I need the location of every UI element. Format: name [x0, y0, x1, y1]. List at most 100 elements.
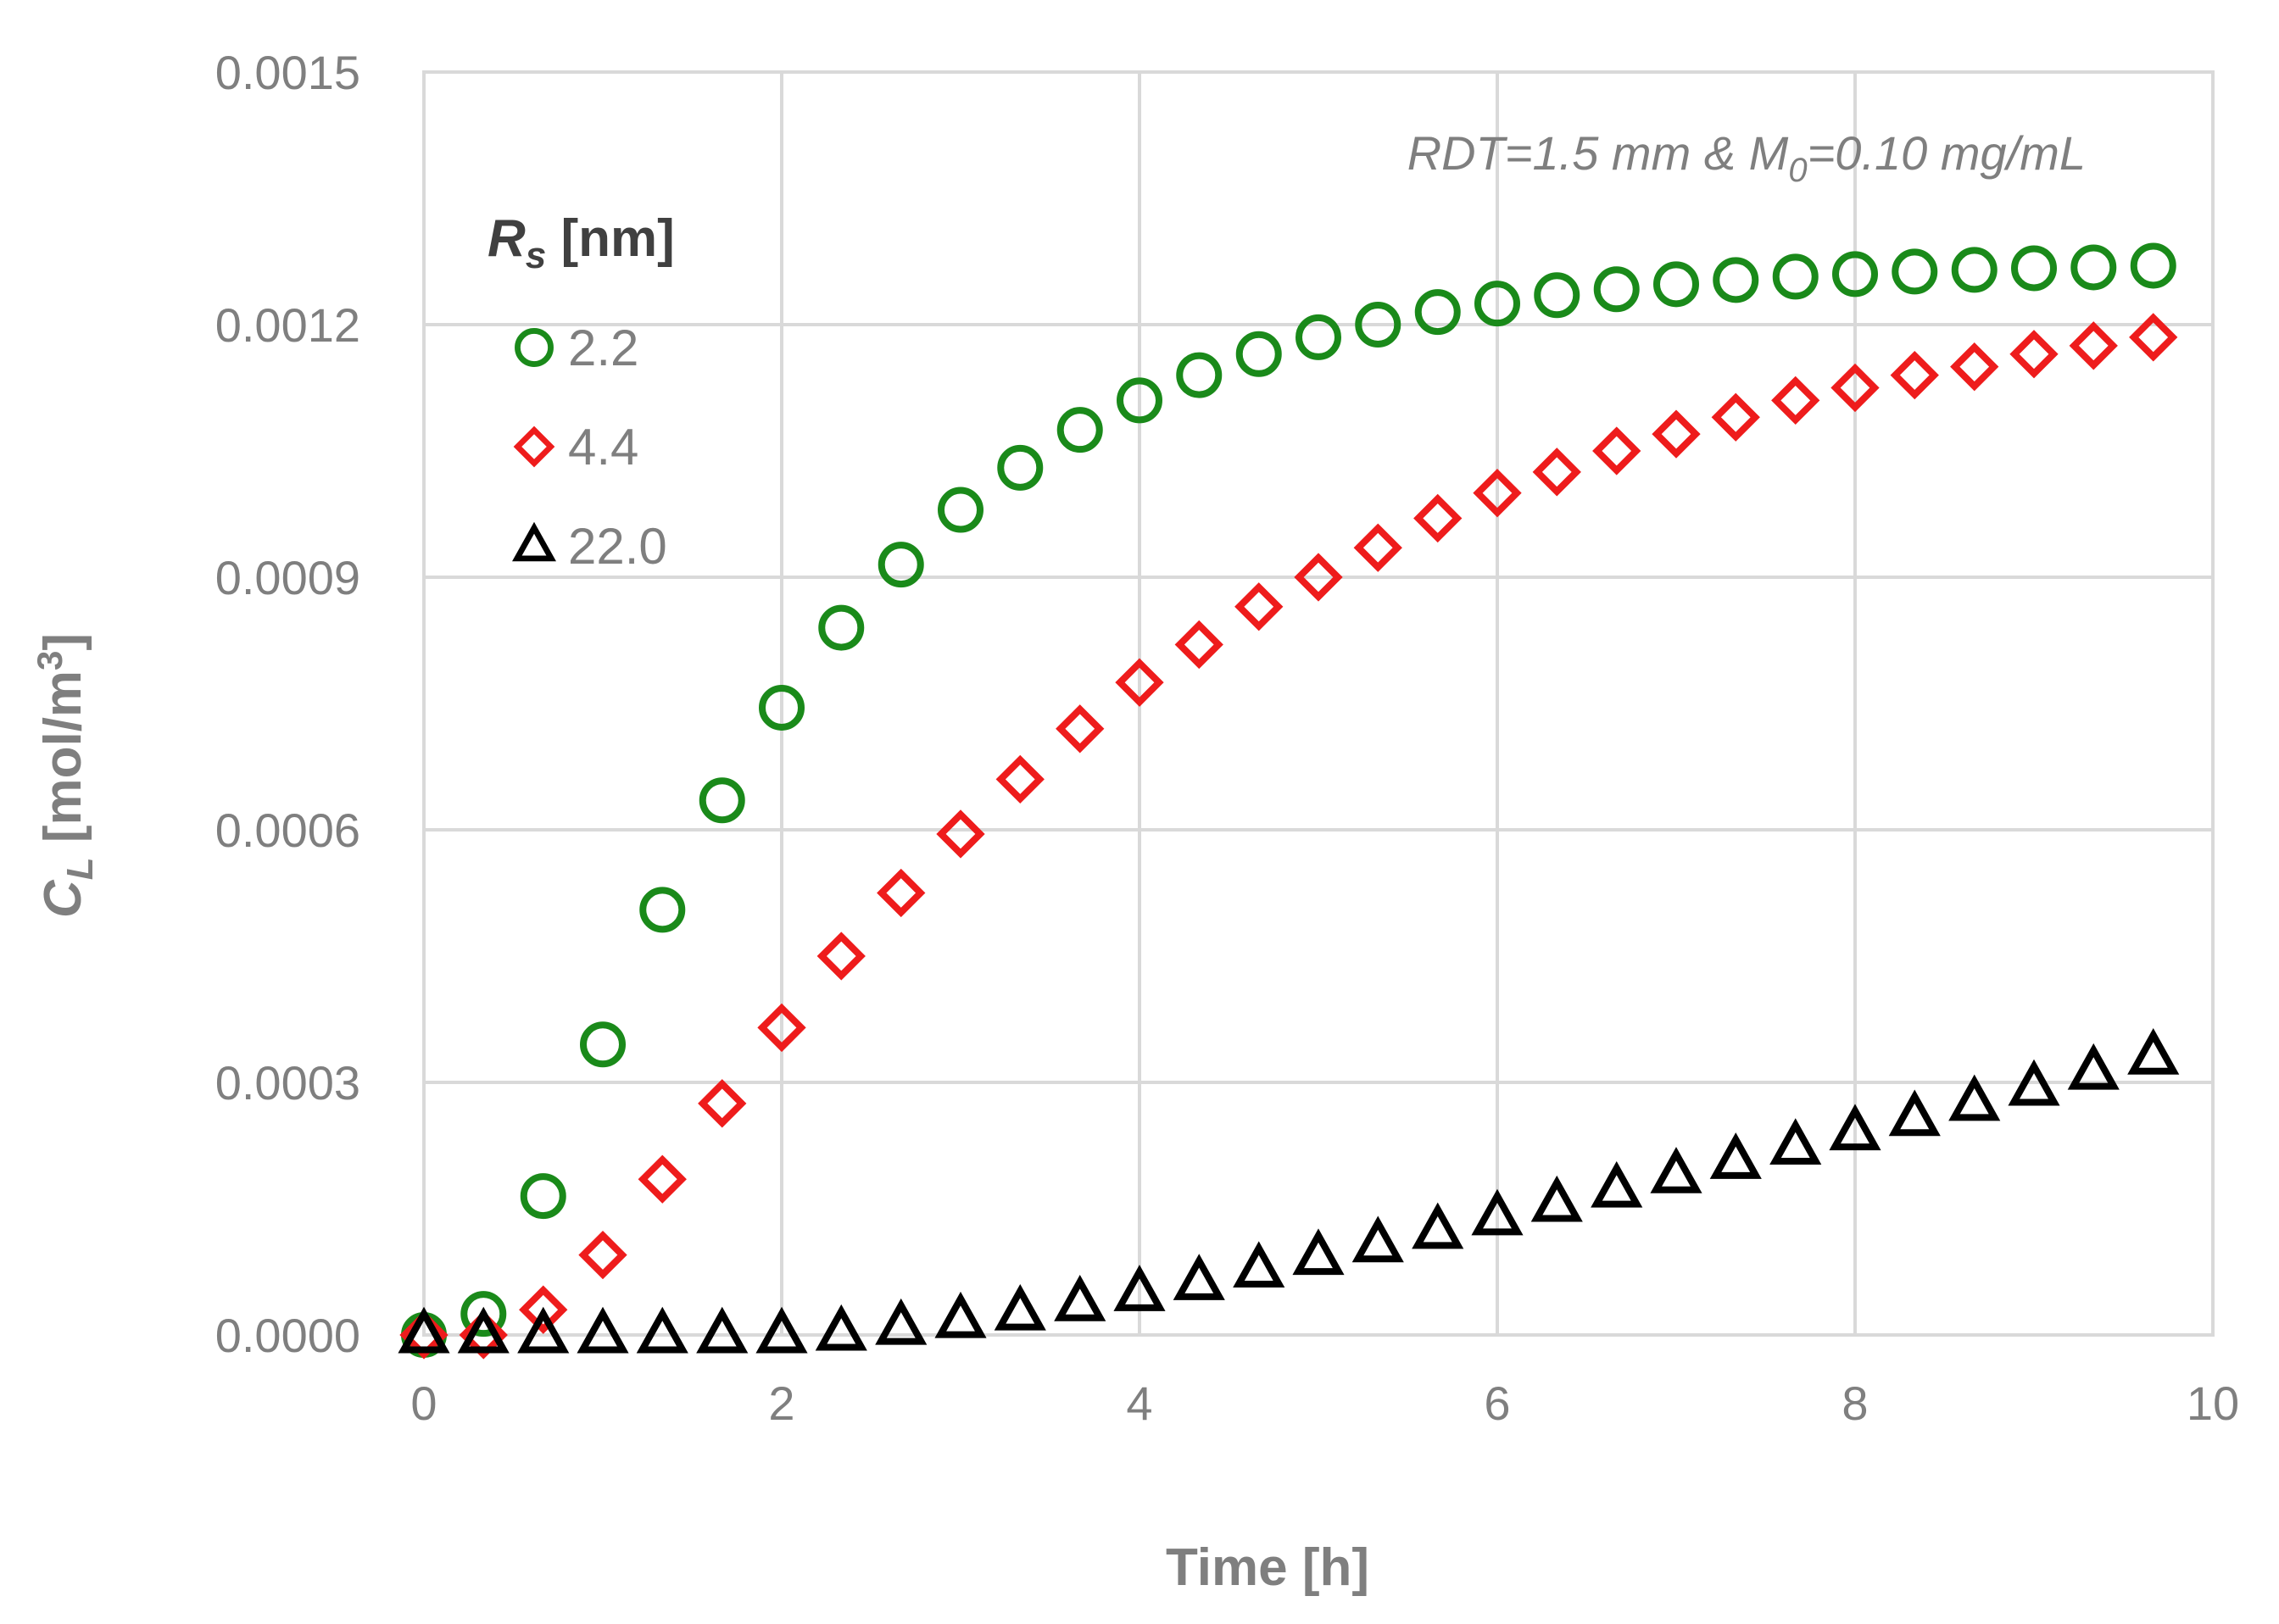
circle-point [2130, 242, 2176, 289]
circle-point [1235, 331, 1282, 377]
circle-point [520, 1173, 566, 1220]
triangle-point [1233, 1241, 1285, 1288]
diamond-point [1950, 342, 1999, 392]
circle-point [1832, 251, 1878, 298]
circle-point [878, 542, 924, 588]
triangle-point [517, 1306, 570, 1354]
triangle-point [1471, 1188, 1524, 1236]
triangle-point [875, 1298, 928, 1345]
circle-point [1117, 377, 1162, 424]
diamond-point [1592, 426, 1641, 476]
circle-point [2070, 244, 2117, 291]
annotation-prefix: RDT=1.5 mm & M [1407, 126, 1789, 180]
diamond-point [399, 1310, 449, 1360]
diamond-point [1234, 582, 1284, 631]
diamond-point [698, 1079, 747, 1128]
annotation-sub: 0 [1788, 152, 1807, 189]
triangle-point [1948, 1074, 2001, 1121]
legend-circle-marker [515, 328, 554, 367]
circle-point [938, 487, 983, 533]
circle-point [1892, 248, 1938, 295]
circle-point [1951, 247, 1998, 293]
diamond-point [1056, 704, 1105, 754]
circle-point [699, 777, 745, 824]
legend-triangle-marker [512, 521, 556, 562]
circle-point [1355, 302, 1401, 348]
triangle-point [1054, 1275, 1106, 1321]
triangle-point [1591, 1160, 1643, 1208]
triangle-point [1173, 1254, 1225, 1300]
triangle-point [1888, 1089, 1941, 1137]
x-tick-label: 6 [1484, 1377, 1510, 1430]
diamond-point [877, 868, 926, 918]
diamond-point [757, 1003, 806, 1053]
x-axis-ticks: 0 2 4 6 8 10 [410, 1377, 2239, 1430]
y-axis-title-sup: 3 [30, 651, 70, 670]
y-axis-title-main: C [34, 879, 92, 918]
diamond-point [638, 1154, 687, 1204]
triangle-point [994, 1283, 1046, 1331]
y-axis-title: CL [mol/m3] [30, 633, 101, 918]
x-tick-label: 0 [410, 1377, 437, 1430]
series-markers [398, 242, 2180, 1360]
triangle-point [1769, 1118, 1822, 1165]
annotation: RDT=1.5 mm & M0=0.10 mg/mL [1407, 126, 2086, 189]
diamond-point [1771, 375, 1820, 425]
triangle-point [1709, 1132, 1762, 1179]
diamond-point [1115, 658, 1164, 707]
diamond-point [2129, 313, 2178, 362]
diamond-point [1294, 553, 1343, 602]
diamond-point [1711, 392, 1760, 442]
circle-point [818, 604, 865, 651]
triangle-point [815, 1304, 867, 1351]
diamond-point [459, 1310, 508, 1360]
x-tick-label: 2 [768, 1377, 794, 1430]
y-axis-ticks: 0.0000 0.0003 0.0006 0.0009 0.0012 0.0015 [215, 46, 360, 1362]
diamond-point [1413, 493, 1463, 543]
diamond-point [1890, 350, 1939, 400]
diamond-point [1174, 620, 1223, 670]
circle-point [997, 444, 1044, 491]
y-tick-label: 0.0003 [215, 1056, 360, 1110]
triangle-point [636, 1306, 688, 1354]
triangle-point [398, 1306, 450, 1354]
diamond-point [936, 809, 985, 859]
plot-area-frame [422, 70, 2215, 1337]
diamond-point [578, 1230, 627, 1280]
triangle-point [1113, 1265, 1166, 1311]
circle-point [580, 1021, 626, 1068]
diamond-point [995, 754, 1045, 804]
diamond-point [816, 932, 866, 981]
diamond-point [1830, 363, 1880, 413]
x-tick-label: 8 [1842, 1377, 1868, 1430]
annotation-suffix: =0.10 mg/mL [1808, 126, 2086, 180]
triangle-point [577, 1306, 629, 1354]
triangle-point [2067, 1043, 2120, 1090]
y-axis-title-unit: [mol/m [34, 670, 92, 857]
x-axis-title: Time [h] [1166, 1538, 1369, 1597]
triangle-point [1412, 1202, 1464, 1249]
diamond-point [1532, 448, 1581, 497]
y-tick-label: 0.0000 [215, 1309, 360, 1362]
circle-point [639, 887, 686, 933]
circle-point [1474, 281, 1520, 327]
circle-point [1593, 266, 1640, 313]
diamond-point [2009, 330, 2059, 379]
legend: Rs [nm] 2.2 4.4 22.0 [488, 209, 675, 575]
legend-entries: 2.2 4.4 22.0 [512, 320, 667, 575]
triangle-point [1351, 1215, 1404, 1263]
circle-point [1534, 272, 1580, 319]
diamond-point [1652, 409, 1701, 459]
diamond-point [519, 1285, 568, 1334]
legend-title: Rs [nm] [488, 209, 675, 276]
y-tick-label: 0.0012 [215, 298, 360, 352]
triangle-point [755, 1306, 808, 1354]
circle-point [1296, 314, 1341, 360]
triangle-point [457, 1306, 510, 1354]
series-diamond [399, 313, 2178, 1360]
x-tick-label: 4 [1126, 1377, 1152, 1430]
legend-title-sub: s [526, 235, 546, 276]
circle-point [1414, 289, 1461, 336]
diamond-point [2069, 321, 2118, 370]
